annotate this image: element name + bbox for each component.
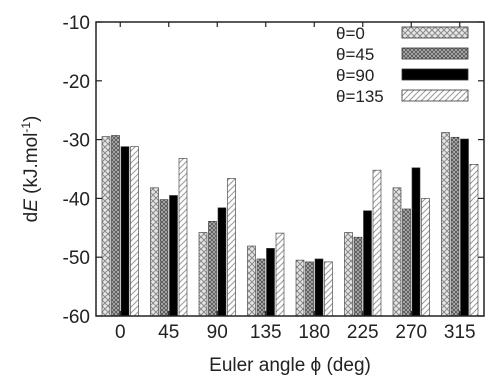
bar-270-series-3 [421, 198, 430, 317]
bar-225-series-2 [363, 210, 372, 317]
bar-0-series-2 [120, 146, 130, 317]
bar-225-series-1 [353, 236, 363, 317]
bar-270-series-0 [392, 187, 402, 317]
x-tick-label: 135 [250, 322, 282, 343]
bar-135-series-2 [266, 248, 275, 317]
y-axis-label-symbol: E [21, 199, 42, 212]
y-tick-label: -10 [63, 13, 90, 34]
bar-90-series-1 [208, 221, 217, 317]
bar-135-series-3 [275, 232, 285, 317]
bar-45-series-3 [178, 158, 188, 317]
bar-270-series-1 [402, 208, 411, 317]
bar-315-series-2 [460, 138, 469, 317]
y-axis-label-unit: (kJ.mol [21, 133, 42, 200]
legend-label: θ=0 [336, 24, 365, 43]
bar-0-series-3 [130, 146, 139, 317]
bar-270-series-2 [411, 167, 421, 317]
x-axis-label: Euler angle ϕ (deg) [209, 355, 371, 376]
legend-label: θ=45 [336, 45, 374, 64]
y-axis-label: dE (kJ.mol-1) [19, 116, 42, 223]
bar-225-series-3 [372, 169, 382, 317]
legend-label: θ=135 [336, 87, 384, 106]
bar-45-series-2 [169, 195, 178, 317]
legend-swatch [401, 68, 469, 81]
legend-swatch [401, 26, 469, 39]
bar-135-series-0 [247, 245, 256, 317]
legend-swatch [401, 89, 469, 102]
bar-0-series-0 [101, 136, 111, 317]
y-axis-label-prefix: d [21, 212, 42, 223]
legend: θ=0 θ=45 θ=90 θ=135 [336, 24, 469, 106]
y-tick-label: -30 [63, 131, 90, 152]
x-tick-label: 0 [115, 322, 126, 343]
bar-90-series-2 [217, 207, 227, 317]
y-tick-label: -60 [63, 307, 90, 328]
y-tick-label: -20 [63, 72, 90, 93]
x-tick-label: 315 [444, 322, 476, 343]
bar-315-series-1 [450, 136, 460, 317]
x-tick-label: 270 [395, 322, 427, 343]
y-tick-label: -50 [63, 248, 90, 269]
bar-180-series-1 [305, 261, 314, 317]
bar-45-series-1 [159, 199, 169, 317]
bar-45-series-0 [150, 187, 159, 317]
y-tick-label: -40 [63, 189, 90, 210]
x-tick-label: 180 [298, 322, 330, 343]
y-axis-label-exponent: -1 [19, 122, 33, 133]
bars [101, 132, 479, 317]
x-tick-label: 90 [207, 322, 228, 343]
y-axis-label-close: ) [21, 116, 42, 122]
legend-swatch [401, 47, 469, 60]
bar-180-series-0 [295, 259, 305, 317]
x-axis-ticks: 0 45 90 135 180 225 270 315 [115, 22, 476, 343]
bar-90-series-0 [198, 232, 208, 317]
bar-90-series-3 [227, 178, 236, 317]
bar-315-series-3 [469, 163, 479, 317]
bar-135-series-1 [256, 258, 266, 317]
bar-180-series-3 [324, 261, 333, 317]
y-axis-ticks: -10 -20 -30 -40 -50 -60 [63, 13, 484, 328]
bar-315-series-0 [441, 132, 450, 317]
legend-label: θ=90 [336, 66, 374, 85]
bar-225-series-0 [344, 232, 353, 317]
plot-frame [95, 21, 485, 317]
x-tick-label: 45 [158, 322, 179, 343]
bar-0-series-1 [111, 135, 120, 317]
bar-180-series-2 [314, 258, 324, 317]
x-tick-label: 225 [347, 322, 379, 343]
